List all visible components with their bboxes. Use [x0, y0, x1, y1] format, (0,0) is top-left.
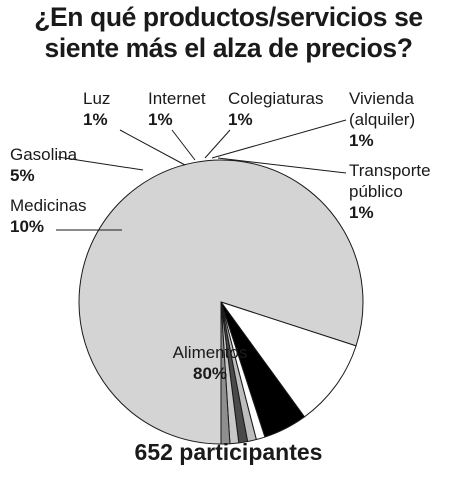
leader-line-internet	[171, 129, 196, 161]
leader-line-luz	[119, 129, 186, 166]
leader-line-gasolina	[57, 156, 144, 171]
pie-slices	[78, 159, 364, 445]
slice-medicinas	[220, 301, 357, 418]
label-colegiaturas: Colegiaturas 1%	[228, 89, 323, 129]
slice-transporte-público	[220, 301, 231, 445]
label-medicinas: Medicinas 10%	[10, 196, 87, 236]
chart-title-line-2: siente más el alza de precios?	[44, 33, 413, 63]
chart-title: ¿En qué productos/servicios se siente má…	[0, 2, 457, 64]
label-gasolina: Gasolina 5%	[10, 145, 78, 185]
participants-count: 652 participantes	[134, 439, 323, 465]
leader-line-transporte-público	[217, 157, 347, 174]
label-alimentos: Alimentos 80%	[173, 343, 248, 383]
label-luz: Luz 1%	[83, 89, 110, 129]
chart-title-line-1: ¿En qué productos/servicios se	[34, 2, 423, 32]
label-internet: Internet 1%	[148, 89, 206, 129]
leader-line-vivienda-alquiler	[211, 119, 347, 159]
leader-line-colegiaturas	[204, 129, 231, 159]
label-vivienda-alquiler: Vivienda (alquiler) 1%	[349, 89, 415, 150]
label-transporte-público: Transporte público 1%	[349, 161, 431, 222]
